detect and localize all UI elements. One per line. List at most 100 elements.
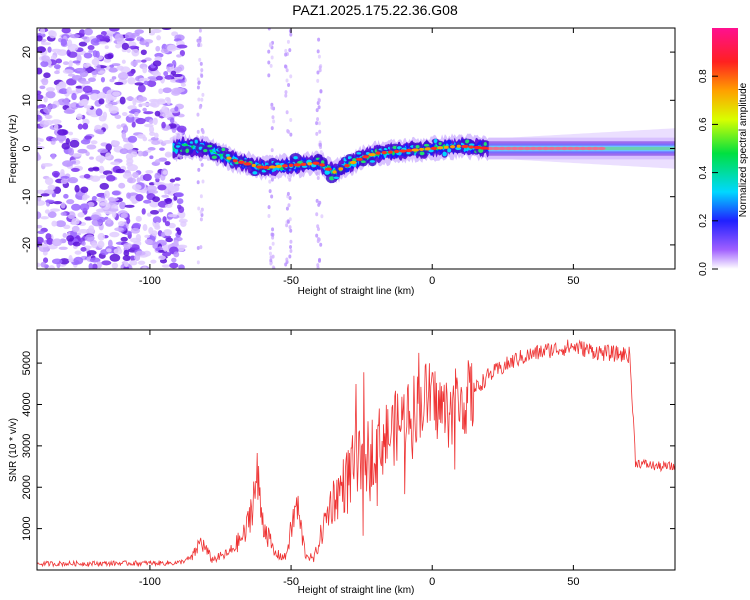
noise-blob [176,44,188,49]
noise-blob [157,184,167,191]
noise-blob [141,59,147,63]
noise-blob [92,263,98,269]
noise-streak [270,148,274,153]
noise-blob [162,216,167,223]
ridge-core [252,171,258,175]
noise-blob [141,150,149,157]
x-tick-label: -50 [283,275,299,287]
noise-blob [110,161,121,166]
noise-streak [315,108,319,113]
snr-panel: -100 -50 0 50 1000 2000 3000 4000 5000 Height of… [8,329,676,596]
ridge-peak [349,160,357,165]
noise-blob [171,257,177,263]
noise-blob [172,73,183,78]
noise-blob [67,73,75,77]
noise-blob [143,199,152,204]
ridge-peak [356,157,363,161]
noise-blob [109,78,115,83]
noise-streak [317,121,321,126]
noise-streak [287,129,291,134]
noise-blob [111,210,117,218]
noise-blob [105,143,112,152]
noise-blob [109,253,121,262]
noise-blob [167,185,175,191]
noise-blob [161,121,166,129]
noise-blob [160,48,170,54]
noise-blob [44,114,53,120]
noise-blob [90,89,101,95]
noise-blob [131,121,136,128]
noise-blob [63,97,70,106]
noise-streak [196,77,200,82]
noise-blob [163,70,169,77]
noise-blob [94,124,102,131]
noise-streak [316,263,320,268]
noise-streak [269,63,273,68]
noise-blob [63,193,69,199]
noise-blob [41,162,53,167]
noise-blob [169,117,175,124]
ridge-peak [381,150,387,155]
noise-streak [201,179,205,184]
noise-blob [40,60,49,68]
noise-blob [174,185,180,192]
noise-blob [47,184,56,191]
ridge-peak [312,161,320,165]
noise-streak [270,194,274,199]
noise-blob [151,140,161,145]
noise-streak [196,129,200,134]
noise-blob [126,96,135,101]
noise-blob [60,211,67,216]
noise-blob [135,234,141,241]
noise-blob [163,245,168,252]
noise-streak [320,214,324,219]
noise-blob [135,215,142,222]
noise-blob [108,67,118,73]
noise-streak [316,78,320,83]
noise-streak [200,73,204,78]
noise-blob [173,251,180,258]
noise-blob [66,199,75,205]
noise-streak [289,228,293,233]
x-tick-label: 0 [429,576,435,588]
noise-blob [60,178,68,185]
noise-streak [315,212,319,217]
noise-blob [87,167,95,172]
noise-blob [83,173,91,179]
noise-blob [37,224,43,229]
noise-blob [115,43,122,49]
noise-blob [41,42,52,46]
ridge-peak [288,163,294,167]
ridge-core [333,176,340,180]
noise-blob [126,71,135,77]
noise-blob [93,167,100,172]
noise-blob [158,255,166,261]
noise-blob [47,103,57,109]
noise-blob [99,202,108,206]
noise-blob [175,227,181,232]
ridge-peak [232,159,238,163]
ridge-core [483,142,487,146]
noise-blob [108,208,119,212]
noise-blob [156,35,162,41]
noise-streak [288,217,292,222]
ridge-peak [332,170,337,174]
ridge-peak [479,146,488,150]
noise-blob [117,72,129,80]
noise-streak [270,105,274,110]
noise-streak [315,233,319,238]
noise-blob [122,255,131,261]
noise-blob [51,170,60,178]
noise-blob [152,60,162,67]
noise-blob [142,266,148,269]
noise-streak [289,239,293,244]
noise-blob [178,264,185,269]
noise-blob [95,155,106,162]
noise-blob [150,209,159,215]
noise-blob [124,204,135,208]
noise-blob [104,190,110,199]
noise-blob [88,49,94,53]
ridge-peak [437,146,444,150]
noise-blob [68,254,73,263]
noise-blob [146,185,158,192]
